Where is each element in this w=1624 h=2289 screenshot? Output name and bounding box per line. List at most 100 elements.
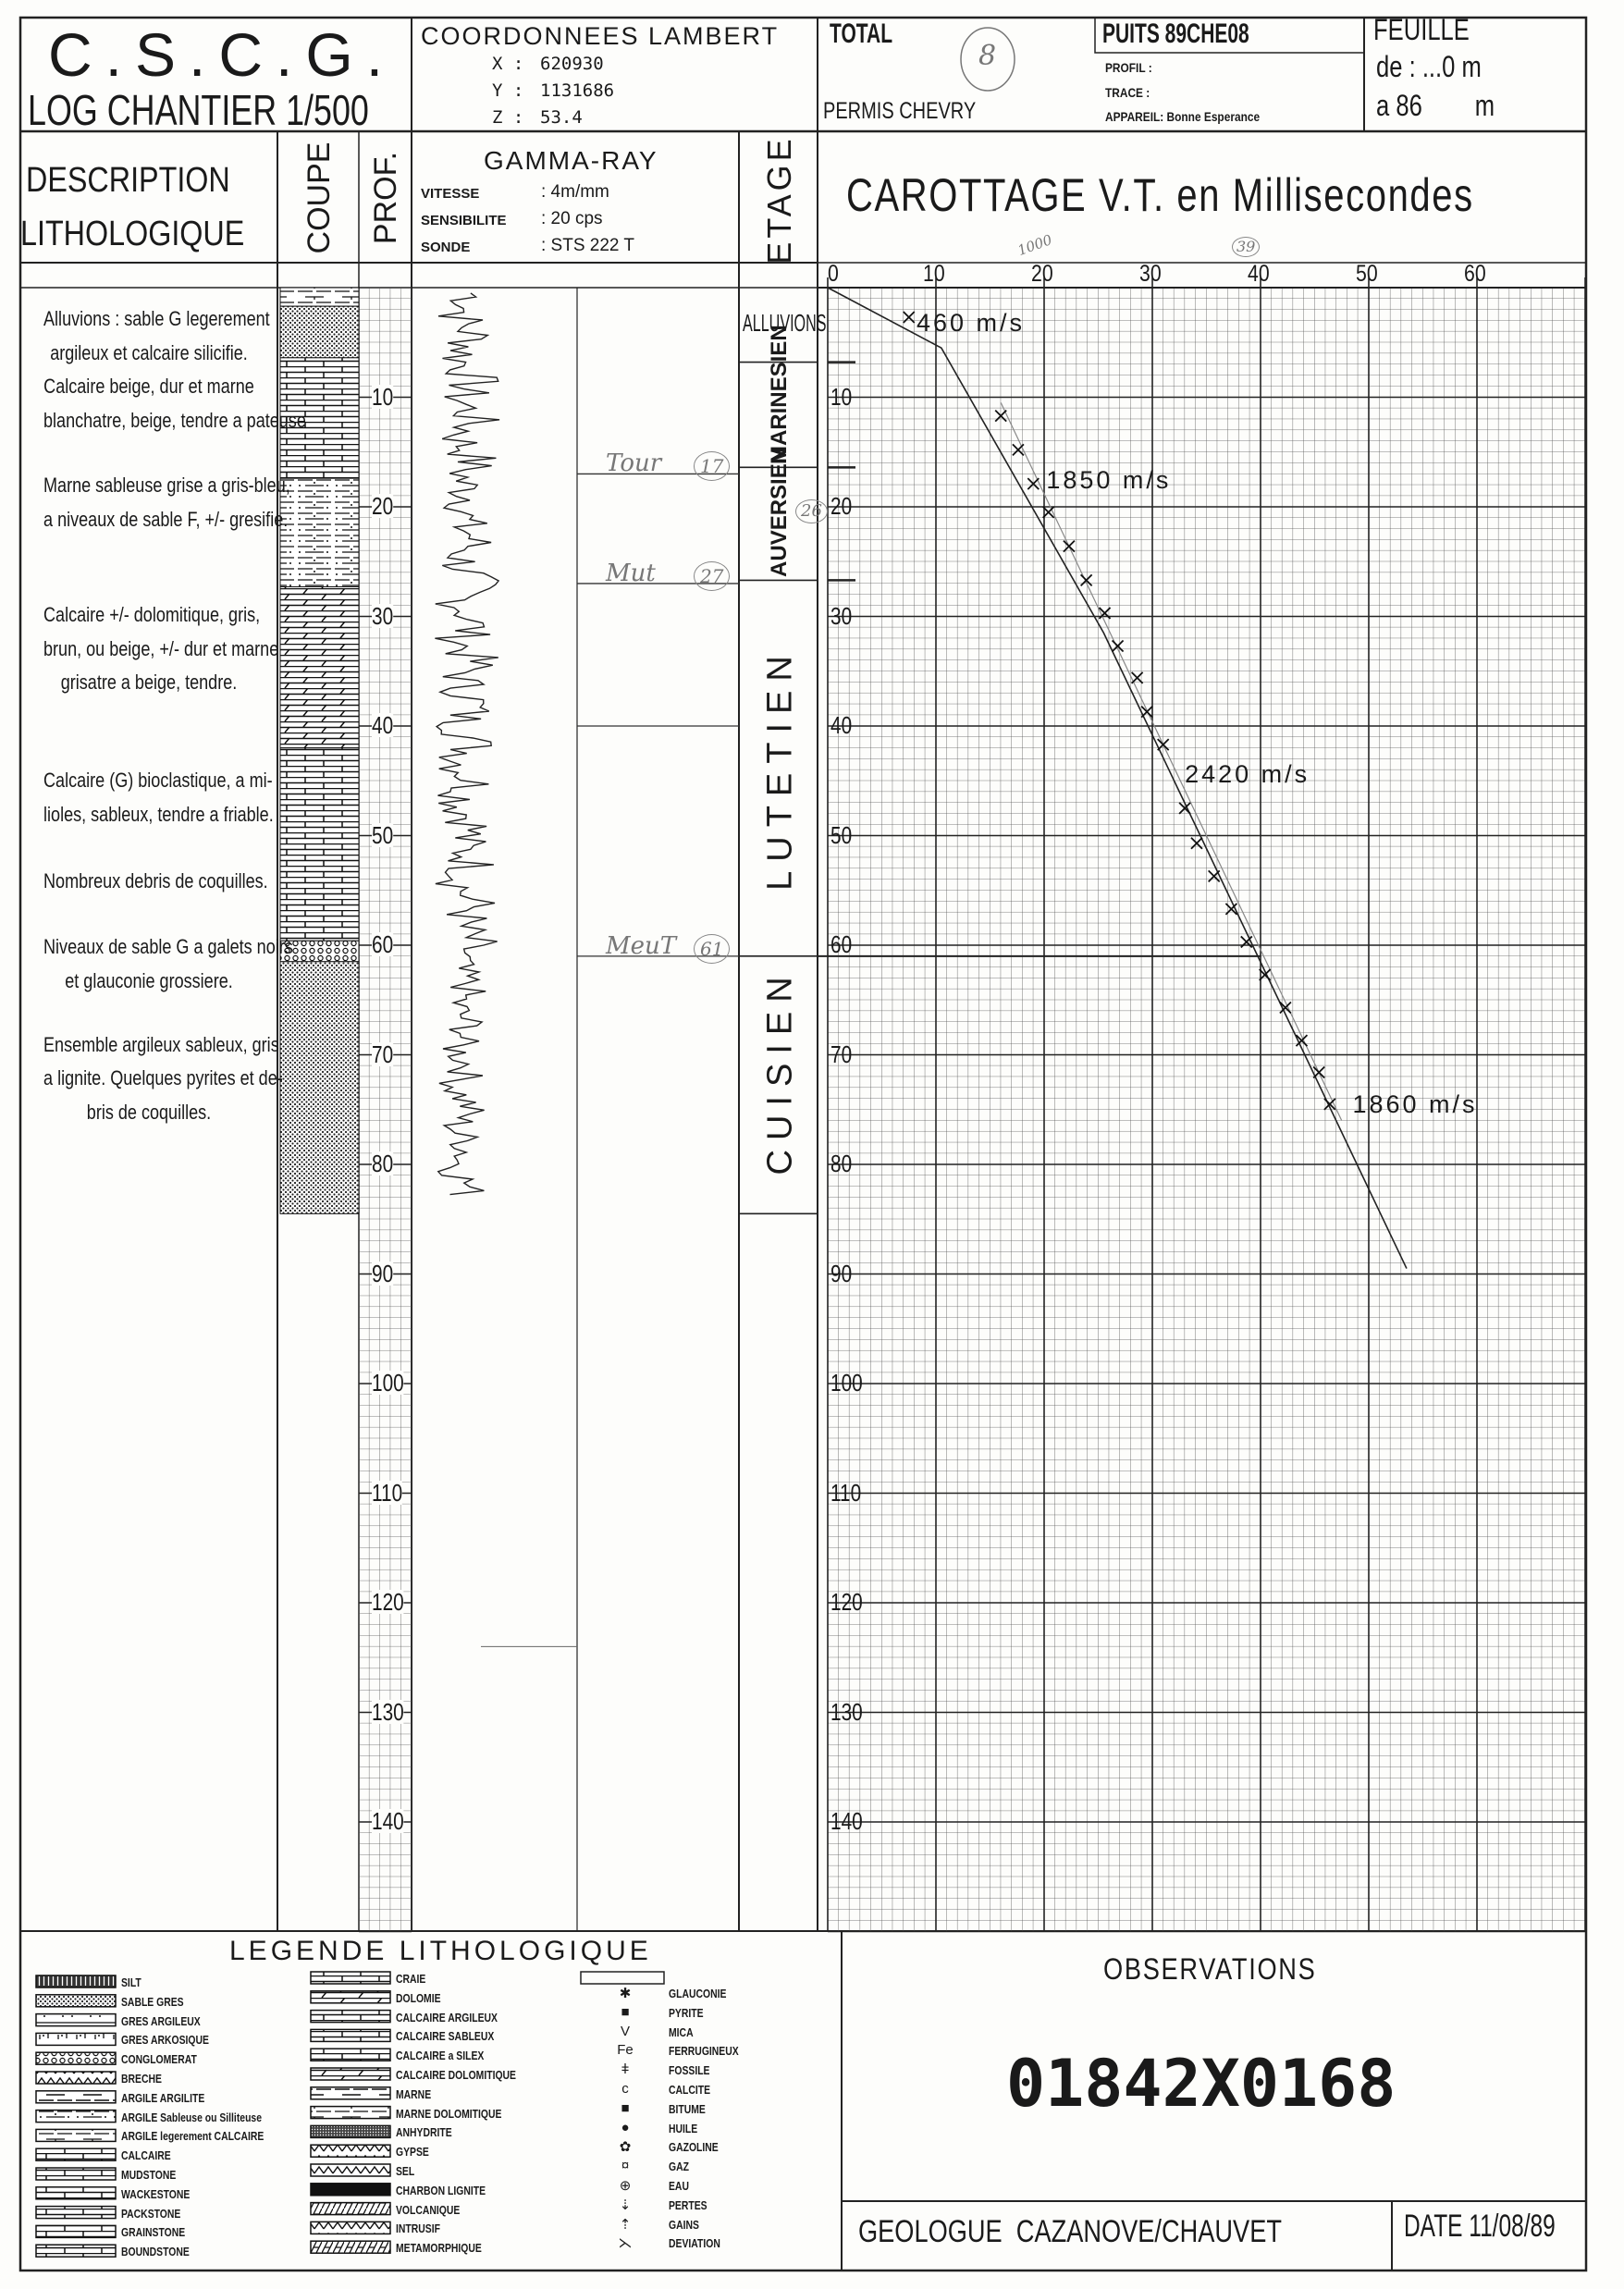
- legend-label: GRES ARKOSIQUE: [121, 2033, 209, 2048]
- description-line: Calcaire beige, dur et marne: [43, 375, 254, 399]
- prof-depth-label: 130: [372, 1697, 404, 1726]
- legend-swatch: [35, 2090, 117, 2104]
- description-header-1: DESCRIPTION: [26, 161, 230, 200]
- legend-swatch: [35, 2051, 117, 2065]
- description-line: a lignite. Quelques pyrites et de-: [43, 1066, 283, 1090]
- legend-swatch: [35, 2224, 117, 2239]
- log-title: LOG CHANTIER 1/500: [28, 86, 369, 134]
- data-point: [1130, 671, 1144, 684]
- prof-depth-label: 50: [372, 820, 394, 849]
- legend-label: PERTES: [669, 2197, 707, 2212]
- feuille-label: FEUILLE: [1373, 13, 1470, 46]
- description-line: Calcaire (G) bioclastique, a mi-: [43, 769, 273, 793]
- legend-label: DEVIATION: [669, 2236, 720, 2251]
- data-point: [1279, 1001, 1292, 1015]
- legend-label: SABLE GRES: [121, 1994, 184, 2009]
- appareil: APPAREIL: Bonne Esperance: [1105, 109, 1261, 124]
- description-line: bris de coquilles.: [86, 1100, 212, 1124]
- legend-swatch: [310, 2163, 391, 2177]
- legend-swatch: [310, 2183, 391, 2197]
- data-point: [1190, 837, 1203, 850]
- data-point: [1111, 639, 1125, 653]
- chart-y-tick-label: 10: [830, 382, 853, 411]
- axis-note-39: 39: [1232, 237, 1261, 257]
- etage-label: AUVERSIEN: [766, 448, 792, 578]
- legend-label: MUDSTONE: [121, 2168, 177, 2182]
- date: DATE 11/08/89: [1404, 2209, 1556, 2244]
- legend-label: CHARBON LIGNITE: [396, 2183, 486, 2197]
- legend-swatch: [35, 1994, 117, 2008]
- legend-swatch: [35, 2012, 117, 2027]
- description-line: et glauconie grossiere.: [65, 968, 233, 992]
- traveltime-chart: [818, 287, 1408, 1269]
- velocity-annotation: 1860 m/s: [1352, 1090, 1478, 1118]
- data-point: [1224, 903, 1238, 916]
- legend-swatch: [35, 2071, 117, 2085]
- data-point: [1079, 573, 1093, 587]
- prof-ruler-grid: [359, 288, 412, 1931]
- velocity-annotation: 1850 m/s: [1046, 465, 1172, 494]
- chart-y-tick-label: 30: [830, 601, 853, 630]
- gamma-param-value: : 20 cps: [541, 209, 603, 228]
- legend-label: PACKSTONE: [121, 2206, 181, 2221]
- description-line: a niveaux de sable F, +/- gresifie.: [43, 507, 289, 531]
- chart-x-tick-label: 0: [828, 261, 839, 287]
- lithology-column: [279, 287, 360, 1214]
- coord-value: 1131686: [540, 80, 615, 101]
- data-point: [1063, 540, 1076, 553]
- description-line: argileux et calcaire silicifie.: [50, 340, 248, 364]
- description-line: Niveaux de sable G a galets noirs: [43, 935, 293, 959]
- chart-x-tick-label: 50: [1356, 261, 1378, 287]
- legend-label: PYRITE: [669, 2005, 704, 2020]
- legend-symbol-icon: ●: [621, 2119, 630, 2135]
- description-line: Ensemble argileux sableux, gris: [43, 1032, 279, 1056]
- handwritten-note-circled: 17: [694, 451, 731, 482]
- legend-symbol-icon: ǂ: [621, 2061, 630, 2078]
- legend-swatch: [35, 2147, 117, 2161]
- legend-symbol-icon: ■: [621, 2099, 630, 2116]
- legend-swatch: [35, 2128, 117, 2143]
- etage-header: ETAGE: [760, 135, 798, 265]
- legend-symbol-icon: V: [620, 2023, 630, 2039]
- lithology-interval: [279, 586, 360, 749]
- chart-y-tick-label: 90: [830, 1259, 853, 1287]
- data-point: [1098, 607, 1112, 620]
- legend-label: GLAUCONIE: [669, 1987, 727, 2000]
- legend-label: ANHYDRITE: [396, 2125, 452, 2140]
- chart-y-tick-label: 60: [830, 930, 853, 958]
- data-point: [1178, 802, 1191, 815]
- gamma-param-label: SENSIBILITE: [421, 213, 507, 228]
- prof-depth-label: 40: [372, 711, 394, 739]
- legend-label: BITUME: [669, 2101, 706, 2116]
- legend-label: ARGILE legerement CALCAIRE: [121, 2129, 265, 2144]
- legend-swatch: [310, 2028, 391, 2043]
- legend-label: MARNE: [396, 2086, 432, 2101]
- chart-x-tick-label: 40: [1248, 261, 1270, 287]
- description-line: brun, ou beige, +/- dur et marne: [43, 636, 279, 660]
- coupe-header: COUPE: [301, 142, 337, 254]
- data-point: [1140, 705, 1153, 719]
- chart-y-tick-label: 20: [830, 492, 853, 520]
- data-point: [1323, 1098, 1336, 1111]
- handwritten-note-circled: 61: [694, 933, 731, 964]
- legend-label: METAMORPHIQUE: [396, 2241, 482, 2256]
- legend-label: CALCITE: [669, 2083, 711, 2097]
- etage-column-lines: [481, 361, 818, 1647]
- data-point: [1259, 968, 1272, 981]
- chart-y-tick-label: 110: [830, 1478, 862, 1507]
- major-grid-lines: [359, 277, 1586, 1933]
- legend-label: CALCAIRE SABLEUX: [396, 2029, 495, 2044]
- chart-y-tick-label: 80: [830, 1150, 853, 1177]
- legend-label: CALCAIRE ARGILEUX: [396, 2010, 498, 2024]
- prof-depth-label: 140: [372, 1807, 404, 1835]
- etage-label: LUTETIEN: [759, 646, 799, 891]
- velocity-line: [827, 287, 1408, 1269]
- legend-swatch: [310, 2124, 391, 2139]
- chart-y-tick-label: 50: [830, 820, 853, 849]
- prof-depth-label: 20: [372, 492, 394, 520]
- data-point: [1157, 738, 1170, 751]
- description-line: Alluvions : sable G legerement: [43, 307, 270, 331]
- legend-label: GAINS: [669, 2217, 699, 2232]
- chart-y-tick-label: 100: [830, 1369, 863, 1397]
- data-point: [903, 311, 916, 324]
